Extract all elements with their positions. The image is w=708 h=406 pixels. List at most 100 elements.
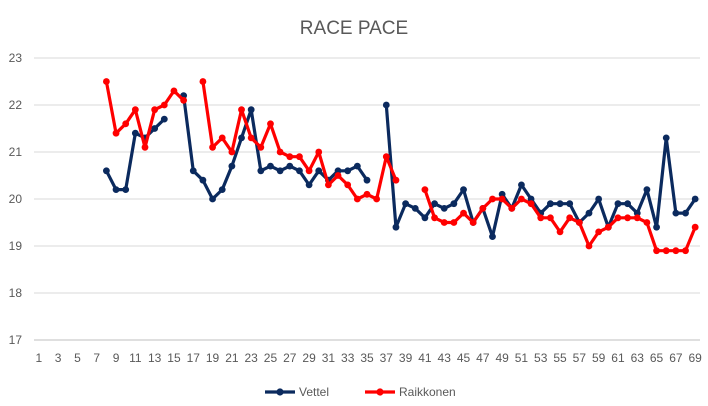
data-point-vettel	[102, 167, 110, 175]
data-point-vettel	[160, 115, 168, 123]
data-point-vettel	[382, 101, 390, 109]
data-point-vettel	[682, 209, 689, 217]
x-tick-label: 13	[148, 351, 162, 365]
data-point-raikkonen	[131, 106, 139, 114]
data-point-vettel	[643, 186, 651, 194]
x-tick-label: 57	[573, 351, 587, 365]
data-point-vettel	[489, 233, 496, 241]
data-point-vettel	[691, 195, 699, 203]
x-tick-label: 67	[669, 351, 683, 365]
data-point-vettel	[595, 195, 603, 203]
data-point-vettel	[296, 167, 303, 175]
data-point-raikkonen	[643, 219, 651, 226]
data-point-vettel	[112, 186, 120, 194]
data-point-raikkonen	[614, 214, 622, 222]
series-vettel	[102, 92, 699, 241]
data-point-raikkonen	[604, 223, 612, 231]
x-tick-label: 29	[302, 351, 316, 365]
legend-swatch-marker	[276, 388, 284, 396]
y-tick-label: 20	[9, 192, 23, 206]
data-point-vettel	[518, 181, 525, 189]
data-point-raikkonen	[170, 87, 178, 95]
x-tick-label: 1	[35, 351, 42, 365]
data-point-vettel	[450, 200, 458, 208]
x-axis-ticks: 1 3 5 7 9 11 13 15 17 19 21 23 25 27 29 31 33 35 37 39 41 43 4…	[35, 351, 702, 365]
y-tick-label: 22	[9, 98, 23, 112]
gridlines	[34, 57, 700, 341]
data-point-raikkonen	[238, 106, 245, 114]
data-point-vettel	[286, 162, 294, 170]
x-tick-label: 65	[650, 351, 664, 365]
data-point-raikkonen	[344, 181, 352, 189]
data-point-vettel	[527, 195, 535, 203]
x-tick-label: 69	[688, 351, 702, 365]
data-point-raikkonen	[440, 219, 448, 226]
data-point-raikkonen	[151, 106, 159, 114]
data-point-vettel	[131, 129, 139, 137]
x-tick-label: 41	[418, 351, 432, 365]
data-point-raikkonen	[228, 148, 236, 156]
y-axis-ticks: 17 18 19 20 21 22 23	[9, 51, 23, 347]
data-point-vettel	[498, 190, 506, 198]
data-point-vettel	[315, 167, 323, 175]
x-tick-label: 27	[283, 351, 297, 365]
data-point-vettel	[334, 167, 342, 175]
data-point-raikkonen	[276, 148, 284, 156]
x-tick-label: 45	[457, 351, 471, 365]
data-point-raikkonen	[421, 186, 429, 194]
data-point-raikkonen	[180, 96, 188, 104]
data-point-vettel	[151, 125, 159, 132]
data-point-raikkonen	[469, 219, 477, 226]
legend: Vettel Raikkonen	[265, 385, 456, 399]
data-point-vettel	[363, 176, 371, 184]
data-point-raikkonen	[575, 219, 583, 226]
data-point-vettel	[585, 209, 593, 217]
data-point-raikkonen	[489, 195, 496, 203]
data-point-vettel	[421, 214, 429, 222]
data-point-raikkonen	[392, 176, 400, 184]
x-tick-label: 43	[438, 351, 452, 365]
legend-label: Vettel	[299, 385, 329, 399]
x-tick-label: 9	[113, 351, 120, 365]
data-point-raikkonen	[653, 247, 660, 255]
x-tick-label: 49	[495, 351, 509, 365]
data-point-vettel	[431, 200, 438, 208]
data-point-vettel	[633, 209, 641, 217]
data-point-vettel	[614, 200, 622, 208]
x-tick-label: 3	[55, 351, 62, 365]
data-point-raikkonen	[257, 143, 265, 151]
data-point-raikkonen	[353, 195, 361, 203]
data-point-raikkonen	[267, 120, 274, 128]
data-point-raikkonen	[682, 247, 689, 255]
legend-item-raikkonen: Raikkonen	[365, 385, 456, 399]
data-point-raikkonen	[595, 228, 603, 236]
data-point-raikkonen	[334, 172, 342, 179]
data-point-raikkonen	[209, 143, 216, 151]
data-point-raikkonen	[662, 247, 670, 255]
data-point-vettel	[209, 195, 216, 203]
data-point-vettel	[546, 200, 554, 208]
x-tick-label: 17	[187, 351, 201, 365]
data-point-raikkonen	[450, 219, 458, 226]
x-tick-label: 21	[225, 351, 239, 365]
x-tick-label: 59	[592, 351, 606, 365]
data-point-raikkonen	[479, 205, 487, 212]
data-point-vettel	[556, 200, 564, 208]
x-tick-label: 51	[515, 351, 529, 365]
x-tick-label: 33	[341, 351, 355, 365]
x-tick-label: 35	[360, 351, 374, 365]
data-point-raikkonen	[691, 223, 699, 231]
data-point-raikkonen	[537, 214, 545, 222]
legend-swatch-marker	[376, 388, 384, 396]
data-point-raikkonen	[633, 214, 641, 222]
data-point-vettel	[305, 181, 313, 189]
y-tick-label: 21	[9, 145, 23, 159]
x-tick-label: 39	[399, 351, 413, 365]
x-tick-label: 47	[476, 351, 490, 365]
legend-label: Raikkonen	[399, 385, 456, 399]
data-point-raikkonen	[585, 242, 593, 250]
data-point-vettel	[566, 200, 574, 208]
x-tick-label: 61	[611, 351, 625, 365]
data-point-vettel	[238, 134, 245, 142]
data-point-vettel	[189, 167, 197, 175]
